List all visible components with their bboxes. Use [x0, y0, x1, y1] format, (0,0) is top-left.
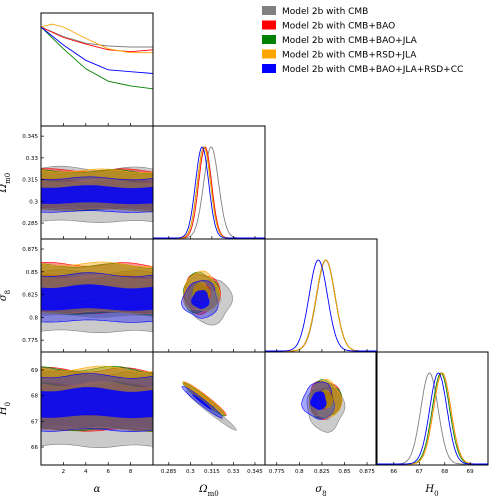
- x-tick-label: 68: [441, 469, 448, 475]
- contour-panel-sigma8-H0: [301, 379, 346, 433]
- contour-1sigma: [41, 284, 153, 311]
- panel-frame: [40, 12, 154, 127]
- marginal-H_0: [376, 372, 488, 465]
- x-axis-label-sigma8: σ8: [315, 484, 326, 498]
- legend-swatch: [262, 64, 276, 73]
- x-tick-label: 0.33: [227, 469, 240, 475]
- x-tick-label: 0.825: [314, 469, 330, 475]
- x-tick-label: 6: [106, 469, 110, 475]
- legend-label: Model 2b with CMB+BAO+JLA+RSD+CC: [282, 65, 463, 75]
- y-tick-label: 0.85: [26, 270, 39, 276]
- marginal-curve: [153, 146, 265, 239]
- y-tick-label: 0.345: [22, 134, 38, 140]
- legend-swatch: [262, 35, 276, 44]
- y-tick-label: 0.875: [22, 247, 38, 253]
- y-axis-label-omega: Ωm0: [0, 173, 12, 193]
- legend-label: Model 2b with CMB+RSD+JLA: [282, 51, 417, 61]
- legend-swatch: [262, 49, 276, 59]
- y-tick-label: 66: [31, 445, 38, 451]
- x-tick-label: 66: [390, 469, 397, 475]
- x-tick-label: 67: [416, 469, 423, 475]
- x-tick-label: 0.775: [269, 469, 285, 475]
- axis-label-subscript: 0: [4, 402, 12, 406]
- axis-label-subscript: m0: [208, 490, 219, 498]
- y-tick-label: 0.775: [22, 338, 38, 344]
- x-tick-label: 0.285: [161, 469, 177, 475]
- marginal-curve: [41, 26, 153, 53]
- marginal-alpha: [41, 23, 153, 90]
- x-tick-label: 2: [62, 469, 66, 475]
- x-tick-label: 0.315: [204, 469, 220, 475]
- marginal-curve: [41, 26, 153, 90]
- marginal-curve: [41, 26, 153, 48]
- marginal-curve: [376, 372, 488, 465]
- legend-label: Model 2b with CMB+BAO+JLA: [282, 36, 418, 46]
- x-tick-label: 0.875: [359, 469, 375, 475]
- axis-label-subscript: 0: [434, 490, 438, 498]
- contour-panel-alpha_omega: [41, 165, 153, 223]
- contour-1sigma: [310, 391, 327, 410]
- contour-panel-omega-H0: [181, 381, 237, 431]
- x-tick-label: 0.85: [338, 469, 351, 475]
- panel-frame: [264, 351, 378, 466]
- y-tick-label: 0.315: [22, 178, 38, 184]
- contour-1sigma: [193, 390, 215, 407]
- x-tick-label: 0.3: [186, 469, 195, 475]
- x-axis-label-omega: Ωm0: [198, 484, 218, 498]
- y-tick-label: 67: [31, 419, 38, 425]
- contour-1sigma: [41, 387, 153, 419]
- contour-1sigma: [191, 290, 210, 309]
- x-tick-label: 0.8: [295, 469, 304, 475]
- legend-label: Model 2b with CMB+BAO: [282, 22, 395, 32]
- y-tick-label: 68: [31, 394, 38, 400]
- contour-panel-alpha_sigma8: [41, 261, 153, 333]
- contour-panel-omega-sigma8: [181, 270, 233, 326]
- x-tick-label: 69: [467, 469, 474, 475]
- axis-label-subscript: 8: [4, 290, 12, 294]
- x-tick-label: 0.345: [247, 469, 263, 475]
- axis-label-subscript: m0: [4, 173, 12, 184]
- marginal-sigma_8: [265, 259, 377, 352]
- marginal-curve: [376, 372, 488, 465]
- contour-1sigma: [192, 394, 212, 410]
- y-axis-label-sigma8: σ8: [0, 290, 12, 301]
- y-tick-label: 69: [31, 368, 38, 374]
- axis-label-subscript: 8: [322, 490, 326, 498]
- y-axis-label-H0: H0: [0, 402, 12, 416]
- y-tick-label: 0.3: [29, 199, 38, 205]
- panel-frame: [375, 351, 489, 466]
- marginal-curve: [153, 146, 265, 239]
- y-tick-label: 0.825: [22, 293, 38, 299]
- contour-1sigma: [41, 185, 153, 205]
- y-tick-label: 0.8: [29, 315, 38, 321]
- marginal-curve: [265, 259, 377, 352]
- legend-label: Model 2b with CMB: [282, 7, 368, 17]
- x-axis-label-alpha: α: [94, 484, 101, 495]
- legend-swatch: [262, 6, 276, 15]
- marginal-curve: [41, 26, 153, 74]
- x-tick-label: 8: [129, 469, 133, 475]
- marginal-curve: [41, 23, 153, 54]
- marginal-omega_m0: [153, 146, 265, 239]
- y-tick-label: 0.33: [26, 156, 39, 162]
- contour-panel-alpha_H0: [41, 365, 153, 448]
- x-axis-label-H0: H0: [424, 484, 438, 498]
- marginal-curve: [265, 259, 377, 352]
- panel-frame: [264, 238, 378, 353]
- x-tick-label: 4: [84, 469, 88, 475]
- y-tick-label: 0.285: [22, 221, 38, 227]
- legend-swatch: [262, 20, 276, 30]
